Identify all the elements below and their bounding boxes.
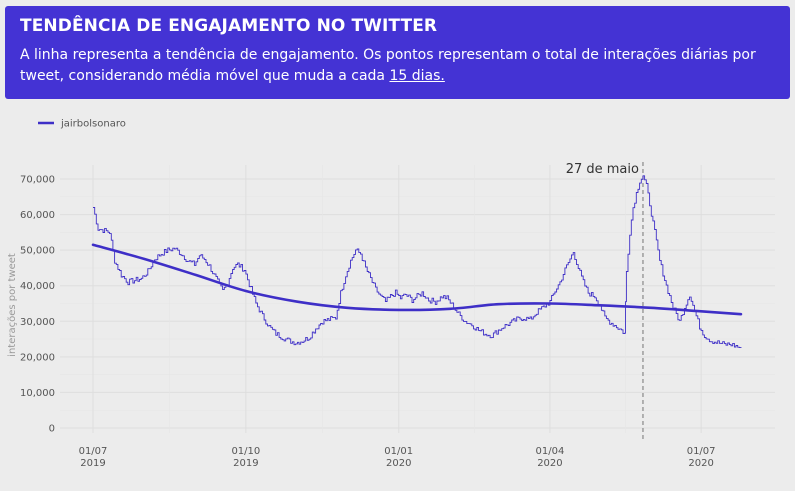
y-tick-label: 70,000 <box>20 175 55 186</box>
page-title: TENDÊNCIA DE ENGAJAMENTO NO TWITTER <box>20 16 438 36</box>
x-tick-label: 01/04 <box>536 446 565 457</box>
y-tick-label: 20,000 <box>20 352 55 363</box>
grid-lines <box>60 165 775 433</box>
series-line-trend <box>91 243 743 316</box>
x-tick-year: 2020 <box>537 458 562 469</box>
header-banner: TENDÊNCIA DE ENGAJAMENTO NO TWITTER A li… <box>5 6 790 99</box>
y-tick-label: 50,000 <box>20 246 55 257</box>
y-axis-ticks: 0 10,000 20,000 30,000 40,000 50,000 60,000 70,… <box>20 175 55 435</box>
legend-label: jairbolsonaro <box>60 119 126 130</box>
y-tick-label: 60,000 <box>20 210 55 221</box>
x-tick-year: 2019 <box>80 458 105 469</box>
x-tick-year: 2019 <box>233 458 258 469</box>
y-tick-label: 40,000 <box>20 281 55 292</box>
page-subtitle: A linha representa a tendência de engaja… <box>20 45 775 87</box>
legend[interactable]: jairbolsonaro <box>38 119 126 130</box>
annotation-label: 27 de maio <box>566 162 639 177</box>
x-axis-ticks: 01/07201901/10201901/01202001/04202001/0… <box>79 446 716 469</box>
y-axis-title: interações por tweet <box>7 253 18 357</box>
engagement-chart: 0 10,000 20,000 30,000 40,000 50,000 60,000 70,… <box>7 119 775 469</box>
x-tick-year: 2020 <box>688 458 713 469</box>
x-tick-label: 01/10 <box>231 446 260 457</box>
series-line-daily <box>93 175 742 349</box>
subtitle-text: A linha representa a tendência de engaja… <box>20 47 756 84</box>
x-tick-label: 01/07 <box>79 446 108 457</box>
subtitle-link[interactable]: 15 dias. <box>389 68 445 84</box>
y-tick-label: 0 <box>49 424 55 435</box>
y-tick-label: 10,000 <box>20 388 55 399</box>
x-tick-label: 01/07 <box>687 446 716 457</box>
y-tick-label: 30,000 <box>20 317 55 328</box>
x-tick-year: 2020 <box>386 458 411 469</box>
x-tick-label: 01/01 <box>384 446 413 457</box>
